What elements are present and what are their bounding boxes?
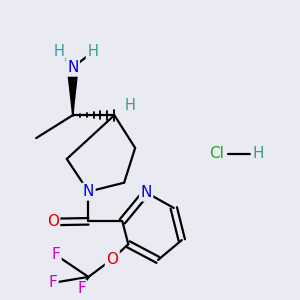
Text: Cl: Cl	[209, 146, 224, 161]
Text: H: H	[252, 146, 264, 161]
Text: O: O	[47, 214, 59, 230]
Text: F: F	[77, 281, 86, 296]
Text: H: H	[53, 44, 64, 59]
Text: F: F	[51, 248, 60, 262]
Text: N: N	[67, 60, 78, 75]
Text: N: N	[140, 185, 152, 200]
Text: H: H	[124, 98, 135, 113]
Text: F: F	[48, 275, 57, 290]
Polygon shape	[68, 68, 78, 115]
Text: N: N	[83, 184, 94, 199]
Text: O: O	[106, 252, 118, 267]
Text: H: H	[87, 44, 98, 59]
